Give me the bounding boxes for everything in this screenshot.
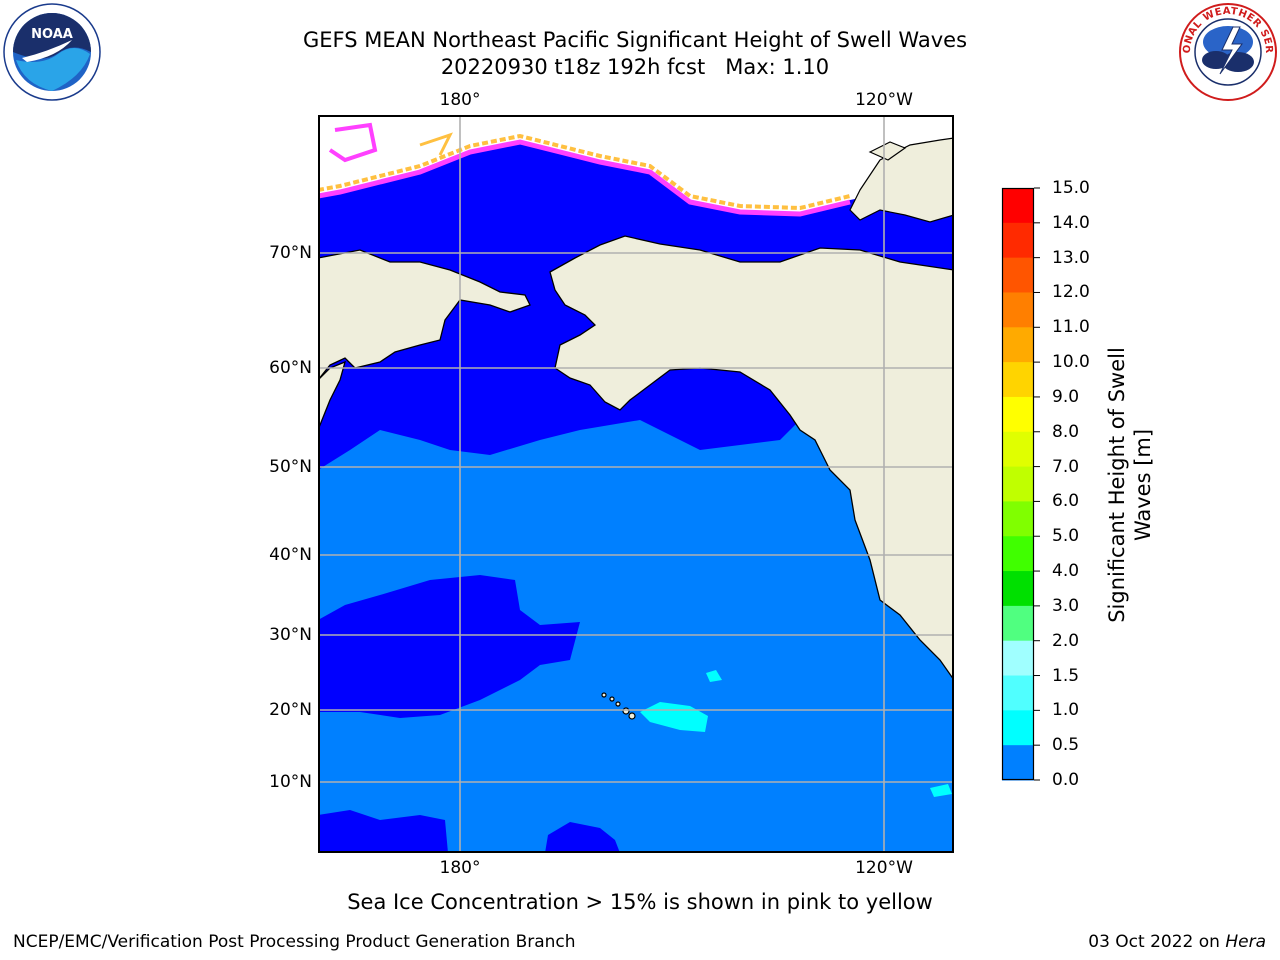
colorbar-bin bbox=[1002, 257, 1034, 293]
colorbar-bin bbox=[1002, 292, 1034, 328]
lon-label-180-top: 180° bbox=[439, 90, 481, 110]
colorbar-tick-label: 9.0 bbox=[1052, 386, 1080, 407]
sea-ice-note: Sea Ice Concentration > 15% is shown in … bbox=[347, 890, 933, 914]
credit-branch: NCEP/EMC/Verification Post Processing Pr… bbox=[13, 932, 576, 952]
nws-logo-icon: NATIONAL WEATHER SERVICE bbox=[1178, 2, 1277, 101]
colorbar-tick-label: 6.0 bbox=[1052, 491, 1080, 512]
lat-label-70n: 70°N bbox=[269, 243, 312, 263]
colorbar-tick-label: 15.0 bbox=[1052, 178, 1090, 198]
lat-label-60n: 60°N bbox=[269, 358, 312, 378]
ocean-swell-1-1p5m-patch-2 bbox=[930, 784, 952, 797]
sea-ice-patch-2 bbox=[419, 132, 453, 156]
lon-label-180-bottom: 180° bbox=[439, 858, 481, 878]
ocean-swell-0-0p5m-south-2 bbox=[545, 822, 620, 853]
lon-label-120w-top: 120°W bbox=[855, 90, 913, 110]
colorbar-bin bbox=[1002, 396, 1034, 433]
sea-ice-patch bbox=[328, 122, 378, 163]
colorbar-bin bbox=[1002, 431, 1034, 468]
colorbar-bin bbox=[1002, 188, 1034, 224]
lat-label-30n: 30°N bbox=[269, 625, 312, 645]
colorbar-tick-label: 0.0 bbox=[1052, 770, 1080, 790]
colorbar-tick-label: 3.0 bbox=[1052, 595, 1080, 616]
chart-title: GEFS MEAN Northeast Pacific Significant … bbox=[302, 28, 968, 52]
colorbar-tick-label: 11.0 bbox=[1052, 317, 1090, 338]
colorbar-tick-label: 13.0 bbox=[1052, 247, 1090, 268]
colorbar-bin bbox=[1002, 536, 1034, 572]
colorbar-bin bbox=[1002, 710, 1034, 746]
lat-label-20n: 20°N bbox=[269, 700, 312, 720]
colorbar-tick-label: 0.5 bbox=[1052, 735, 1080, 756]
chart-subtitle: 20220930 t18z 192h fcst Max: 1.10 bbox=[440, 55, 830, 79]
colorbar-tick-label: 2.0 bbox=[1052, 630, 1080, 651]
svg-text:NOAA: NOAA bbox=[31, 27, 73, 42]
colorbar-tick-label: 1.0 bbox=[1052, 700, 1080, 721]
lat-label-50n: 50°N bbox=[269, 457, 312, 477]
credit-date: 03 Oct 2022 on Hera bbox=[1088, 932, 1266, 952]
colorbar-bin bbox=[1002, 501, 1034, 537]
ocean-swell-0-0p5m-west bbox=[318, 575, 580, 718]
colorbar-tick-label: 5.0 bbox=[1052, 526, 1080, 547]
colorbar-bin bbox=[1002, 640, 1034, 677]
ocean-swell-0-0p5m-south bbox=[318, 810, 448, 853]
colorbar-tick-label: 7.0 bbox=[1052, 456, 1080, 477]
colorbar-bin bbox=[1002, 675, 1034, 711]
lat-label-40n: 40°N bbox=[269, 545, 312, 565]
sea-ice-edge-pink bbox=[318, 139, 851, 217]
colorbar-bin bbox=[1002, 327, 1034, 363]
colorbar-bin bbox=[1002, 745, 1034, 781]
colorbar-tick-label: 10.0 bbox=[1052, 352, 1090, 373]
colorbar-bin bbox=[1002, 605, 1034, 642]
land-north-america bbox=[549, 235, 954, 682]
colorbar-tick-label: 12.0 bbox=[1052, 282, 1090, 303]
colorbar-tick-label: 14.0 bbox=[1052, 212, 1090, 233]
colorbar-bin bbox=[1002, 362, 1034, 398]
lon-label-120w-bottom: 120°W bbox=[855, 858, 913, 878]
colorbar-tick-label: 1.5 bbox=[1052, 665, 1080, 686]
lat-label-10n: 10°N bbox=[269, 772, 312, 792]
swell-height-map bbox=[318, 115, 954, 853]
land-siberia bbox=[318, 249, 531, 382]
colorbar bbox=[1001, 187, 1040, 781]
colorbar-bin bbox=[1002, 571, 1034, 607]
colorbar-title: Significant Height of Swell Waves [m] bbox=[1105, 347, 1155, 623]
colorbar-bin bbox=[1002, 222, 1034, 259]
colorbar-bin bbox=[1002, 466, 1034, 502]
graticule bbox=[318, 115, 954, 853]
colorbar-tick-label: 8.0 bbox=[1052, 421, 1080, 442]
ocean-swell-1-1p5m-patch bbox=[706, 670, 722, 682]
sea-ice-edge-yellow bbox=[318, 133, 851, 211]
noaa-logo-icon: NOAA bbox=[3, 3, 101, 101]
colorbar-tick-label: 4.0 bbox=[1052, 561, 1080, 582]
